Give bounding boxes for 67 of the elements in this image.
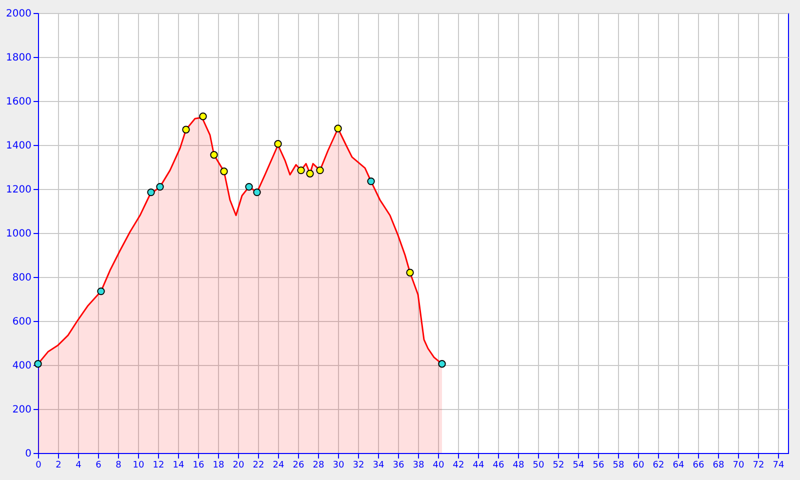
x-tick-label: 14 [172,460,184,470]
y-tick-label: 200 [12,404,32,416]
y-tick-label: 1400 [6,140,32,152]
point [245,182,253,191]
x-tick-label: 24 [272,460,284,470]
x-tick-label: 2 [56,460,62,470]
x-tick-label: 40 [432,460,444,470]
point [406,268,414,276]
x-tick-label: 32 [352,460,364,470]
x-tick-label: 38 [412,460,424,470]
x-tick-label: 74 [772,460,784,470]
point [334,124,342,132]
x-tick-label: 60 [632,460,644,470]
y-tick-label: 1800 [6,52,32,64]
y-tick-label: 1200 [6,184,32,196]
point [367,177,375,186]
y-tick-label: 400 [12,360,32,372]
x-tick-label: 20 [232,460,244,470]
x-tick-label: 54 [572,460,584,470]
y-tick-label: 2000 [6,8,32,20]
point [297,166,305,174]
x-tick-label: 48 [512,460,524,470]
x-tick-label: 16 [192,460,204,470]
point [156,182,164,191]
x-tick-label: 52 [552,460,564,470]
point [274,140,282,148]
point [438,360,446,368]
point [34,360,42,368]
point [97,287,105,296]
point [210,151,218,159]
y-tick-label: 1000 [6,228,32,240]
point [253,188,261,196]
y-tick-label: 600 [12,316,32,328]
x-tick-label: 62 [652,460,664,470]
x-tick-label: 8 [116,460,122,470]
x-tick-label: 46 [492,460,504,470]
x-tick-label: 70 [732,460,744,470]
x-tick-label: 58 [612,460,624,470]
x-tick-label: 28 [312,460,324,470]
x-tick-label: 12 [152,460,164,470]
x-tick-label: 30 [332,460,344,470]
x-tick-label: 68 [712,460,724,470]
x-tick-label: 66 [692,460,704,470]
point [182,126,190,134]
x-tick-label: 18 [212,460,224,470]
point [220,168,228,176]
x-tick-label: 34 [372,460,384,470]
y-tick-label: 800 [12,272,32,284]
point [147,188,155,196]
x-tick-label: 56 [592,460,604,470]
x-tick-label: 36 [392,460,404,470]
y-tick-label: 1600 [6,96,32,108]
x-tick-label: 4 [76,460,82,470]
point [199,112,207,120]
x-tick-label: 22 [252,460,264,470]
x-tick-label: 6 [96,460,102,470]
x-tick-label: 42 [452,460,464,470]
x-tick-label: 50 [532,460,544,470]
x-tick-label: 0 [36,460,42,470]
x-tick-label: 64 [672,460,684,470]
point [306,170,314,178]
point [316,166,324,174]
y-tick-label: 0 [25,448,32,460]
x-tick-label: 10 [132,460,144,470]
x-tick-label: 26 [292,460,304,470]
x-tick-label: 72 [752,460,764,470]
x-tick-label: 44 [472,460,484,470]
